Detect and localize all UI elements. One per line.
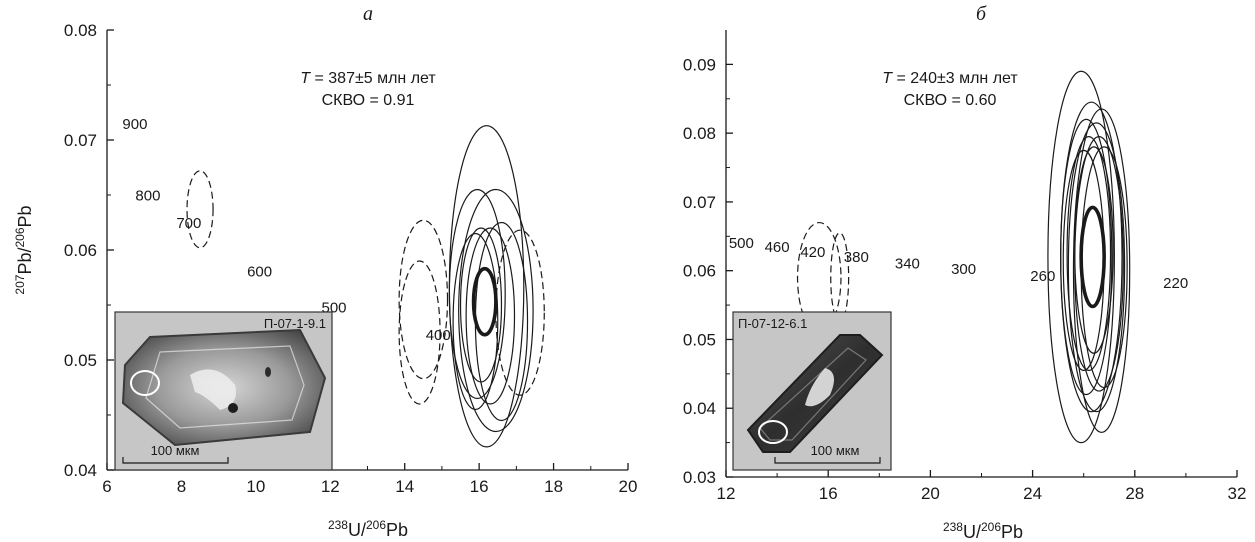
x-tick-label-b: 12 [717,484,736,503]
y-tick-label-b: 0.07 [683,193,716,212]
y-ticks-a: 0.04 0.05 0.06 0.07 0.08 [64,21,114,480]
age-label-b: 220 [1163,275,1188,292]
y-tick-label-a: 0.08 [64,21,97,40]
error-ellipse-solid-a [448,188,506,400]
panel-b: б 500 460 420 380 340 300 260 220 12 16 20 24 28 32 … [683,3,1247,542]
age-label-b: 380 [844,249,869,266]
error-ellipse-solid-a [452,232,499,411]
x-tick-label-a: 6 [102,477,111,496]
error-ellipse-solid-a [458,188,534,433]
age-annotation-b: T = 240±3 млн лет [882,70,1018,87]
zircon-inset-b: П-07-12-6.1 100 мкм [732,311,892,471]
error-ellipse-dashed-a [398,219,449,380]
age-label-b: 420 [800,244,825,261]
error-ellipse-solid-a [465,227,516,405]
zircon-bright-zone-a [190,369,236,410]
axes-b: 12 16 20 24 28 32 0.030.040.050.060.070.080.0… [683,30,1247,503]
zircon-inclusion-2-a [265,367,271,377]
y-tick-label-a: 0.04 [64,461,97,480]
x-axis-title-a: 238U/206Pb [328,518,408,540]
error-ellipse-dashed-a [495,229,545,396]
x-axis-title-b: 238U/206Pb [943,520,1023,542]
y-tick-label-a: 0.07 [64,131,97,150]
x-ticks-b: 12 16 20 24 28 32 [717,470,1247,503]
analysis-spot-a [130,370,160,396]
y-tick-label-b: 0.06 [683,262,716,281]
scale-label-b: 100 мкм [811,443,860,458]
inset-label-a: П-07-1-9.1 [264,316,326,331]
x-tick-label-a: 16 [470,477,489,496]
x-tick-label-a: 12 [321,477,340,496]
age-labels-b: 500 460 420 380 340 300 260 220 [729,235,1188,292]
zircon-inset-a: П-07-1-9.1 100 мкм [114,311,333,471]
x-tick-label-b: 20 [921,484,940,503]
zircon-inclusion-a [228,403,238,413]
zircon-zoning-a [145,345,305,429]
y-tick-label-a: 0.06 [64,241,97,260]
y-ticks-b: 0.03 0.04 0.05 0.06 0.07 0.08 0.09 [683,55,733,487]
x-tick-label-a: 20 [619,477,638,496]
ellipse-group-a [186,125,545,448]
x-tick-label-b: 32 [1228,484,1247,503]
error-ellipse-bold-a [471,266,498,337]
age-label-b: 300 [951,261,976,278]
y-tick-label-b: 0.05 [683,330,716,349]
x-tick-label-b: 24 [1023,484,1042,503]
age-label-a: 700 [176,215,201,232]
y-axis-title-a: 207Pb/206Pb [13,205,35,294]
analysis-spot-b [758,420,788,444]
error-ellipse-solid-b [1047,70,1115,444]
ellipse-group-b [796,70,1131,444]
error-ellipse-bold-b [1079,205,1106,309]
age-label-a: 900 [122,116,147,133]
x-tick-label-b: 16 [819,484,838,503]
panel-letter-b: б [976,3,987,25]
x-tick-label-a: 18 [544,477,563,496]
scale-bar-a [122,457,229,464]
age-label-b: 500 [729,235,754,252]
scale-label-a: 100 мкм [151,443,200,458]
mswd-annotation-b: СКВО = 0.60 [904,92,997,109]
y-tick-label-b: 0.09 [683,55,716,74]
age-label-b: 460 [765,239,790,256]
error-ellipse-dashed-a [398,260,441,405]
error-ellipse-solid-b [1066,135,1112,372]
error-ellipse-solid-b [1074,146,1114,354]
y-tick-label-b: 0.08 [683,124,716,143]
age-label-b: 340 [895,256,920,273]
x-tick-label-a: 14 [395,477,414,496]
y-tick-label-a: 0.05 [64,351,97,370]
zircon-bright-zone-b [805,368,834,407]
age-label-b: 260 [1030,268,1055,285]
x-tick-label-a: 8 [177,477,186,496]
y-tick-label-b: 0.03 [683,468,716,487]
error-ellipse-dashed-b [830,232,850,323]
error-ellipse-solid-b [1060,118,1113,396]
error-ellipse-dashed-b [796,221,842,334]
age-annotation-a: T = 387±5 млн лет [300,70,436,87]
error-ellipse-dashed-a [186,170,214,249]
x-tick-label-a: 10 [246,477,265,496]
age-label-a: 600 [247,263,272,280]
age-label-a: 800 [135,188,160,205]
age-label-a: 400 [426,327,451,344]
mswd-annotation-a: СКВО = 0.91 [322,92,415,109]
panel-letter-a: а [363,3,373,25]
error-ellipse-solid-b [1067,122,1126,413]
scale-bar-b [774,457,881,464]
inset-label-b: П-07-12-6.1 [738,316,807,331]
error-ellipse-solid-b [1072,108,1131,433]
x-tick-label-b: 28 [1125,484,1144,503]
y-tick-label-b: 0.04 [683,399,716,418]
